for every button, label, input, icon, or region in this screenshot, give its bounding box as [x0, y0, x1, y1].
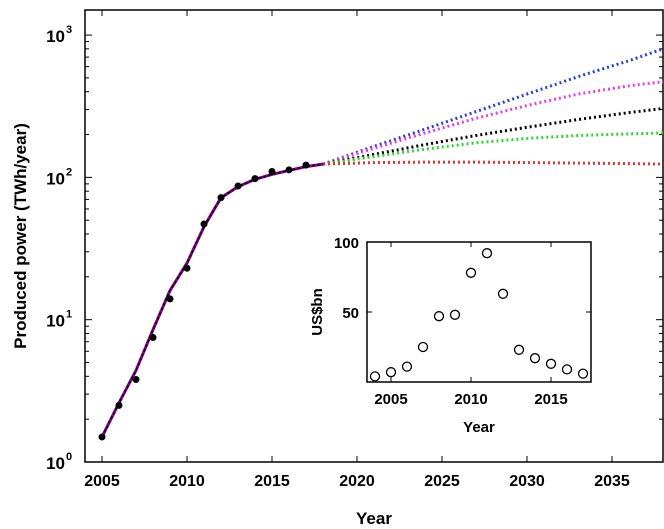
observed-point — [115, 401, 123, 409]
main-x-ticks: 2005 2010 2015 2020 2025 2030 2035 — [84, 10, 630, 490]
inset-data-point — [529, 353, 541, 364]
inset-data-point — [401, 361, 413, 372]
main-x-axis-label: Year — [356, 509, 392, 528]
x-tick-label: 2030 — [509, 473, 545, 490]
inset-x-tick-label: 2010 — [454, 391, 487, 408]
y-tick-label-exponent: 0 — [66, 451, 72, 463]
observed-point — [166, 295, 174, 303]
y-tick-label: 10 — [46, 27, 65, 46]
projection-line — [322, 131, 664, 166]
inset-data-point — [545, 358, 557, 369]
inset-y-tick-label: 50 — [342, 305, 359, 322]
observed-point — [251, 175, 259, 183]
inset-data-point — [433, 311, 445, 322]
main-series — [98, 47, 664, 441]
observed-point — [183, 264, 191, 272]
x-tick-label: 2035 — [594, 473, 630, 490]
observed-point — [200, 220, 208, 228]
inset-data-point — [369, 371, 381, 382]
inset-chart: 2005 2010 2015 50 100 Year US$bn — [309, 235, 592, 436]
main-y-axis-label: Produced power (TWh/year) — [11, 123, 30, 349]
y-tick-label-exponent: 2 — [66, 166, 72, 178]
y-tick-label: 10 — [46, 312, 65, 331]
inset-data-point — [497, 288, 509, 299]
inset-data-point — [561, 364, 573, 375]
inset-y-ticks: 50 100 — [334, 235, 591, 322]
inset-x-tick-label: 2005 — [374, 391, 407, 408]
y-tick-label: 10 — [46, 169, 65, 188]
observed-point — [217, 194, 225, 202]
y-tick-label-exponent: 3 — [66, 24, 72, 36]
observed-point — [98, 433, 106, 441]
x-tick-label: 2025 — [424, 473, 460, 490]
projection-line — [322, 107, 664, 166]
projection-line — [322, 80, 664, 166]
inset-y-tick-label: 100 — [334, 235, 359, 252]
x-tick-label: 2015 — [254, 473, 290, 490]
fitted-line-overlay — [101, 163, 324, 438]
observed-point — [234, 182, 242, 190]
inset-series — [369, 248, 589, 382]
inset-x-axis-label: Year — [463, 419, 495, 436]
inset-data-point — [385, 367, 397, 378]
inset-data-point — [481, 248, 493, 259]
inset-x-ticks: 2005 2010 2015 — [374, 242, 568, 408]
observed-point — [302, 161, 310, 169]
observed-point — [149, 333, 157, 341]
observed-point — [285, 166, 293, 174]
inset-plot-area — [366, 241, 592, 383]
inset-data-point — [465, 267, 477, 278]
y-tick-label: 10 — [46, 454, 65, 473]
inset-x-tick-label: 2015 — [534, 391, 567, 408]
inset-data-point — [449, 309, 461, 320]
main-plot-area — [84, 9, 664, 463]
inset-data-point — [513, 344, 525, 355]
inset-data-point — [577, 368, 589, 379]
observed-point — [132, 375, 140, 383]
y-tick-label-exponent: 1 — [66, 309, 72, 321]
x-tick-label: 2010 — [169, 473, 205, 490]
inset-y-axis-label: US$bn — [309, 288, 326, 336]
observed-point — [268, 167, 276, 175]
inset-data-point — [417, 341, 429, 353]
x-tick-label: 2005 — [84, 473, 120, 490]
x-tick-label: 2020 — [339, 473, 375, 490]
